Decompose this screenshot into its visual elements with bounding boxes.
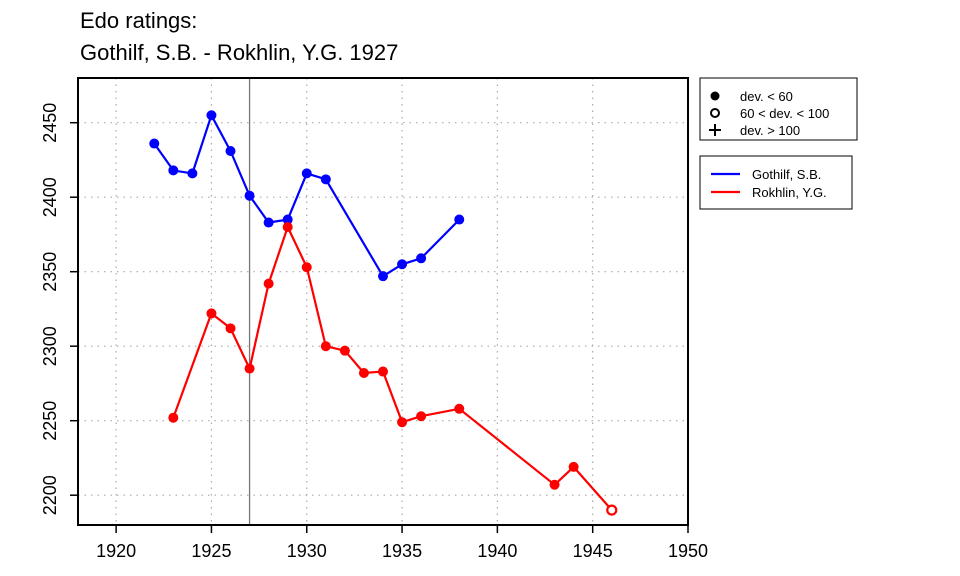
- legend-open-circle-icon: [710, 108, 720, 118]
- data-point: [397, 259, 408, 270]
- y-tick-label: 2450: [40, 103, 60, 143]
- data-point: [244, 190, 255, 201]
- legend-series-box: [699, 155, 853, 210]
- legend-series-label: Rokhlin, Y.G.: [752, 185, 827, 200]
- x-tick-label: 1935: [382, 541, 422, 561]
- data-point: [244, 363, 255, 374]
- data-point: [282, 222, 293, 232]
- data-point: [263, 217, 274, 228]
- y-tick-label: 2200: [40, 475, 60, 515]
- x-tick-label: 1940: [477, 541, 517, 561]
- data-point: [416, 253, 427, 264]
- data-point: [206, 110, 217, 121]
- data-point: [301, 168, 312, 179]
- data-point: [549, 479, 560, 490]
- legend-symbol-label: dev. > 100: [740, 123, 800, 138]
- data-point: [225, 323, 236, 334]
- data-point: [282, 214, 293, 225]
- data-point: [320, 174, 331, 185]
- data-point: [320, 341, 331, 352]
- y-tick-label: 2400: [40, 177, 60, 217]
- y-tick-label: 2300: [40, 326, 60, 366]
- legend-plus-icon: [709, 124, 721, 136]
- data-point: [339, 345, 350, 356]
- data-point: [301, 262, 312, 273]
- data-point: [568, 461, 579, 472]
- data-point: [454, 214, 465, 225]
- data-point: [206, 308, 217, 319]
- x-tick-label: 1930: [287, 541, 327, 561]
- legend-filled-circle-icon: [710, 91, 720, 101]
- data-point: [454, 403, 465, 414]
- data-point: [378, 366, 388, 377]
- legend-symbol-label: 60 < dev. < 100: [740, 106, 829, 121]
- y-tick-label: 2250: [40, 401, 60, 441]
- legend-symbols-box: [699, 77, 858, 141]
- x-tick-label: 1950: [668, 541, 708, 561]
- y-tick-label: 2350: [40, 252, 60, 292]
- data-point: [168, 412, 179, 423]
- data-point: [225, 146, 236, 157]
- data-point: [263, 278, 274, 289]
- data-point: [149, 138, 160, 149]
- data-point-open: [606, 504, 618, 516]
- x-tick-label: 1945: [573, 541, 613, 561]
- chart-title-line-2: Gothilf, S.B. - Rokhlin, Y.G. 1927: [80, 40, 399, 65]
- data-point: [187, 168, 198, 179]
- plot-frame: [77, 77, 689, 526]
- data-point: [397, 417, 408, 428]
- data-point: [416, 411, 427, 422]
- legend-series-label: Gothilf, S.B.: [752, 167, 821, 182]
- legend-symbol-label: dev. < 60: [740, 89, 793, 104]
- data-point: [358, 368, 369, 379]
- data-point: [378, 271, 388, 282]
- x-tick-label: 1925: [191, 541, 231, 561]
- data-point: [168, 165, 179, 176]
- chart-title-line-1: Edo ratings:: [80, 8, 198, 33]
- x-tick-label: 1920: [96, 541, 136, 561]
